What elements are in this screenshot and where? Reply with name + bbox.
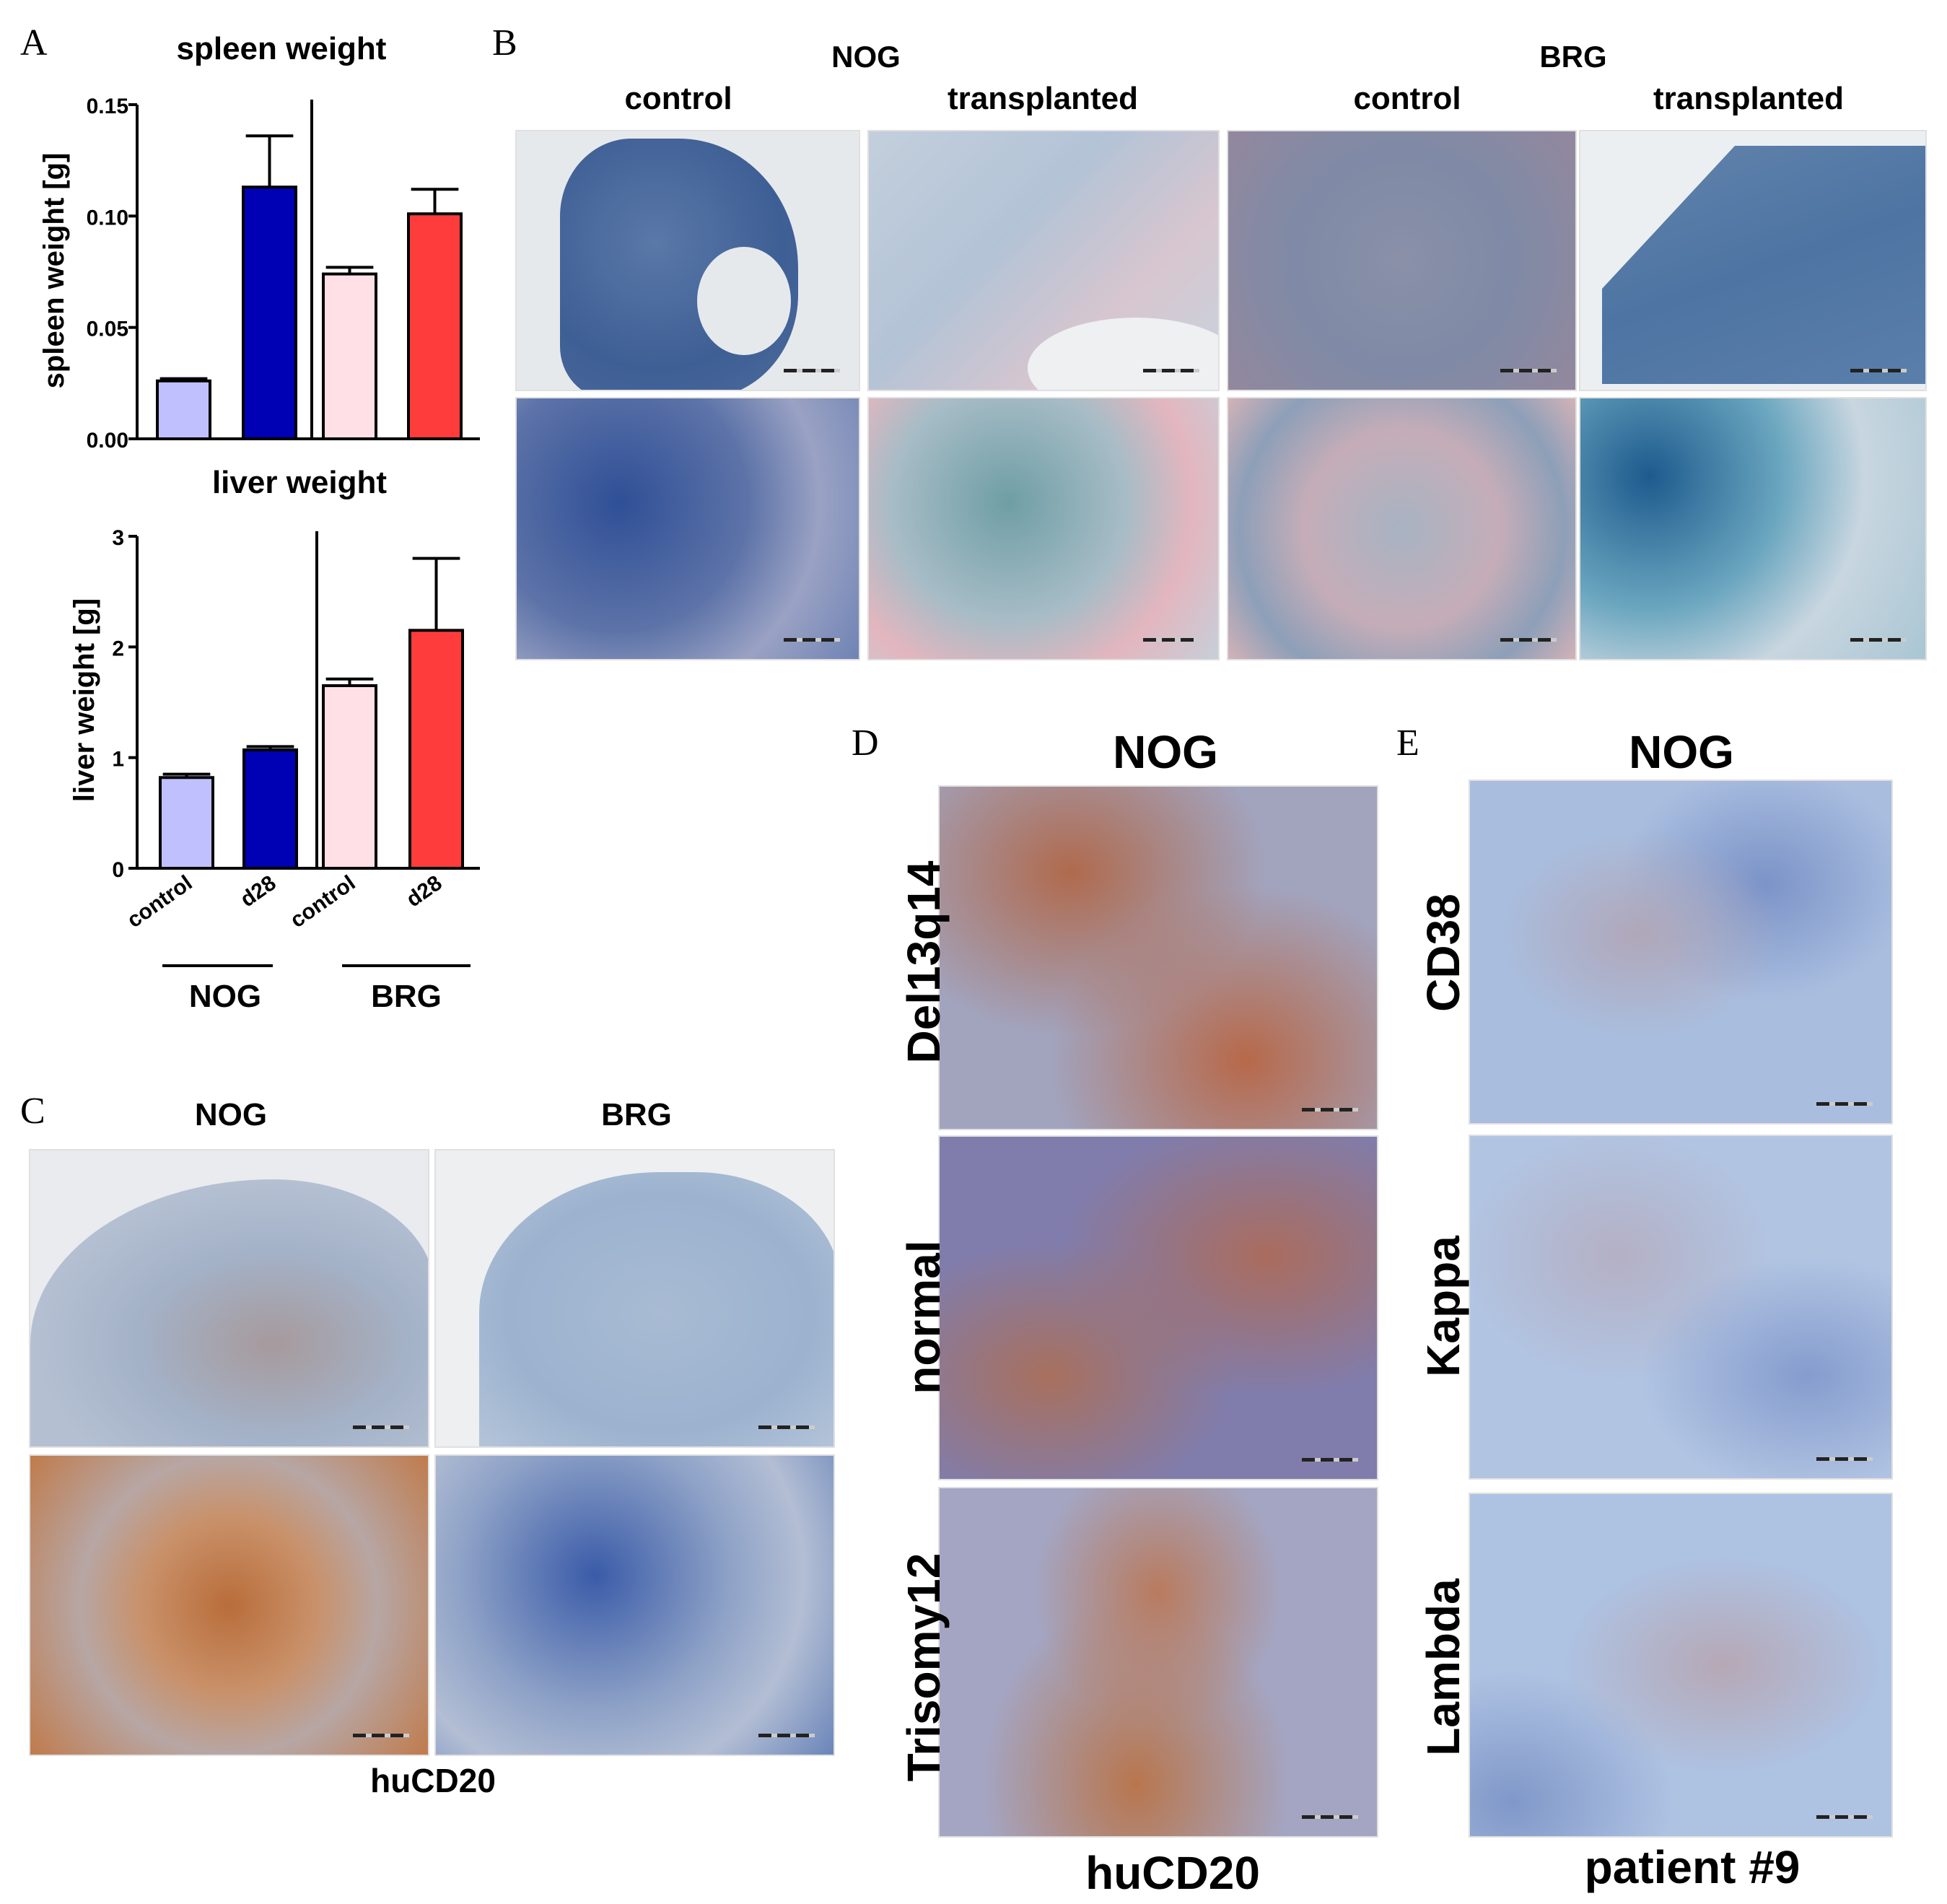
- micrograph-c-brg-high: [434, 1454, 835, 1756]
- panel-b-col-control-2: control: [1353, 81, 1461, 116]
- panel-b-col-control-1: control: [624, 81, 732, 116]
- bar: [159, 776, 214, 870]
- y-tick-label: 0: [112, 858, 124, 882]
- y-tick-label: 0.15: [87, 95, 128, 118]
- panel-d-title: NOG: [1113, 726, 1218, 778]
- bar: [322, 272, 377, 440]
- y-tick-label: 2: [112, 637, 124, 660]
- bar: [242, 185, 297, 440]
- panel-a-label: A: [20, 22, 48, 64]
- micrograph-b-brg-transplanted-high: [1579, 397, 1927, 660]
- panel-b-group-nog: NOG: [831, 40, 901, 74]
- x-tick-label: control: [286, 871, 359, 933]
- bar: [322, 684, 377, 870]
- micrograph-b-brg-control-high: [1227, 397, 1577, 660]
- y-tick-label: 1: [112, 748, 124, 772]
- micrograph-b-nog-control-low: [515, 130, 860, 391]
- panel-c-label: C: [20, 1091, 45, 1132]
- group-label-brg: BRG: [371, 979, 442, 1014]
- bar: [408, 629, 464, 870]
- panel-d-row-normal: normal: [898, 1240, 950, 1394]
- panel-e-row-kappa: Kappa: [1417, 1236, 1469, 1377]
- group-label-nog: NOG: [189, 979, 261, 1014]
- x-tick-label: d28: [402, 871, 446, 912]
- micrograph-d-normal: [938, 1135, 1378, 1480]
- micrograph-b-brg-control-low: [1227, 130, 1577, 391]
- panel-e-title: NOG: [1629, 726, 1734, 778]
- liver-chart-title: liver weight: [212, 465, 387, 500]
- x-tick-label: control: [123, 871, 196, 933]
- panel-b-col-transplanted-2: transplanted: [1653, 81, 1845, 116]
- y-tick-label: 3: [112, 526, 124, 550]
- panel-e-row-cd38: CD38: [1417, 894, 1469, 1012]
- micrograph-c-nog-low: [29, 1149, 429, 1448]
- micrograph-c-nog-high: [29, 1454, 429, 1756]
- micrograph-d-del13q14: [938, 785, 1378, 1130]
- bar: [407, 212, 463, 440]
- x-tick-label: d28: [236, 871, 280, 912]
- spleen-chart-title: spleen weight: [177, 31, 387, 66]
- liver-y-label: liver weight [g]: [69, 598, 100, 802]
- y-tick-label: 0.10: [87, 206, 128, 230]
- micrograph-b-nog-transplanted-low: [867, 130, 1220, 391]
- micrograph-b-nog-transplanted-high: [867, 397, 1220, 660]
- micrograph-c-brg-low: [434, 1149, 835, 1448]
- micrograph-d-trisomy12: [938, 1487, 1378, 1838]
- micrograph-e-lambda: [1469, 1493, 1893, 1838]
- panel-e-label: E: [1396, 722, 1419, 764]
- panel-b-col-transplanted-1: transplanted: [947, 81, 1139, 116]
- micrograph-b-nog-control-high: [515, 397, 860, 660]
- panel-d-label: D: [852, 722, 879, 764]
- panel-d-row-trisomy12: Trisomy12: [898, 1553, 950, 1782]
- panel-b-label: B: [492, 22, 517, 64]
- spleen-weight-chart: spleen weight spleen weight [g] 0.00 0.05…: [38, 31, 480, 453]
- panel-b-group-brg: BRG: [1539, 40, 1607, 74]
- y-tick-label: 0.00: [87, 429, 128, 453]
- micrograph-e-cd38: [1469, 779, 1893, 1125]
- micrograph-b-brg-transplanted-low: [1579, 130, 1927, 391]
- panel-c-col-brg: BRG: [601, 1097, 672, 1132]
- panel-e-row-lambda: Lambda: [1417, 1578, 1469, 1756]
- panel-c-caption: huCD20: [370, 1762, 496, 1799]
- panel-a-charts: spleen weight spleen weight [g] 0.00 0.05…: [38, 31, 480, 1014]
- panel-c-col-nog: NOG: [194, 1097, 268, 1132]
- spleen-y-label: spleen weight [g]: [38, 153, 70, 389]
- y-tick-label: 0.05: [87, 318, 128, 341]
- panel-d-caption: huCD20: [1085, 1847, 1260, 1899]
- micrograph-e-kappa: [1469, 1135, 1893, 1480]
- panel-e-caption: patient #9: [1584, 1841, 1801, 1893]
- bar: [156, 379, 211, 440]
- panel-d-row-del13q14: Del13q14: [898, 860, 950, 1064]
- bar: [242, 748, 298, 870]
